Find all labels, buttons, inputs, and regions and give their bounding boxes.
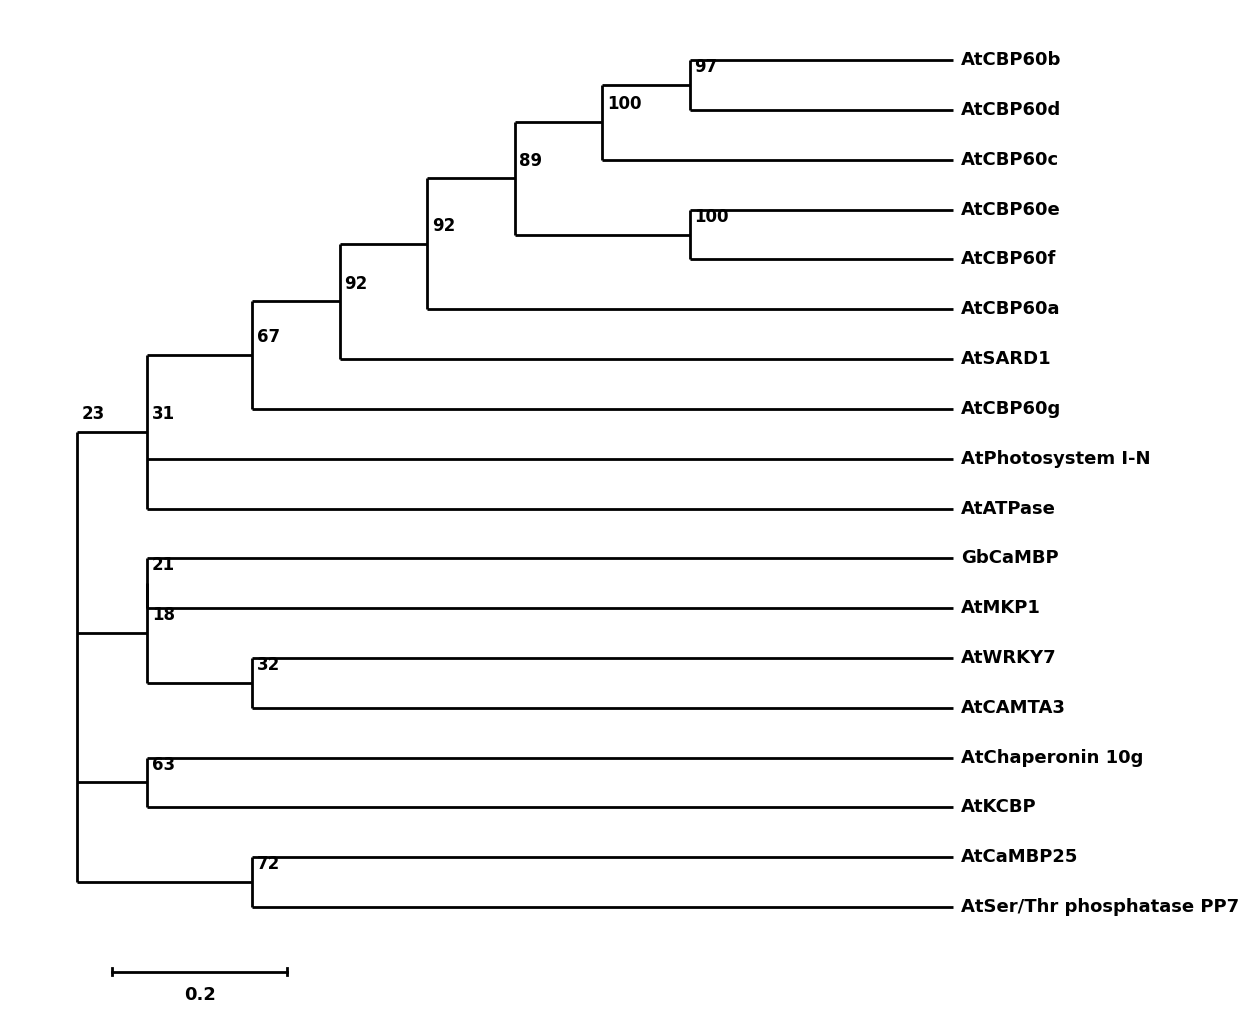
Text: 0.2: 0.2 [184,985,216,1004]
Text: AtCaMBP25: AtCaMBP25 [961,848,1079,866]
Text: 89: 89 [520,152,542,170]
Text: 31: 31 [151,405,175,423]
Text: AtWRKY7: AtWRKY7 [961,649,1056,667]
Text: AtChaperonin 10g: AtChaperonin 10g [961,749,1143,767]
Text: AtKCBP: AtKCBP [961,798,1037,817]
Text: 100: 100 [694,207,729,226]
Text: AtATPase: AtATPase [961,499,1056,518]
Text: AtSer/Thr phosphatase PP7: AtSer/Thr phosphatase PP7 [961,898,1240,916]
Text: AtCBP60g: AtCBP60g [961,400,1061,418]
Text: AtCBP60f: AtCBP60f [961,250,1056,268]
Text: 63: 63 [151,756,175,774]
Text: AtMKP1: AtMKP1 [961,599,1042,617]
Text: 97: 97 [694,58,718,76]
Text: 100: 100 [606,96,641,114]
Text: AtCBP60d: AtCBP60d [961,101,1061,119]
Text: 67: 67 [257,328,280,346]
Text: 21: 21 [151,556,175,575]
Text: GbCaMBP: GbCaMBP [961,549,1059,567]
Text: AtCAMTA3: AtCAMTA3 [961,699,1066,717]
Text: AtCBP60a: AtCBP60a [961,300,1061,318]
Text: 92: 92 [432,217,455,235]
Text: 18: 18 [151,606,175,624]
Text: 23: 23 [82,405,105,423]
Text: AtSARD1: AtSARD1 [961,350,1052,368]
Text: 92: 92 [345,275,367,293]
Text: AtCBP60e: AtCBP60e [961,200,1061,219]
Text: AtPhotosystem I-N: AtPhotosystem I-N [961,450,1151,468]
Text: 32: 32 [257,656,280,674]
Text: AtCBP60c: AtCBP60c [961,151,1059,169]
Text: 72: 72 [257,855,280,874]
Text: AtCBP60b: AtCBP60b [961,51,1061,69]
